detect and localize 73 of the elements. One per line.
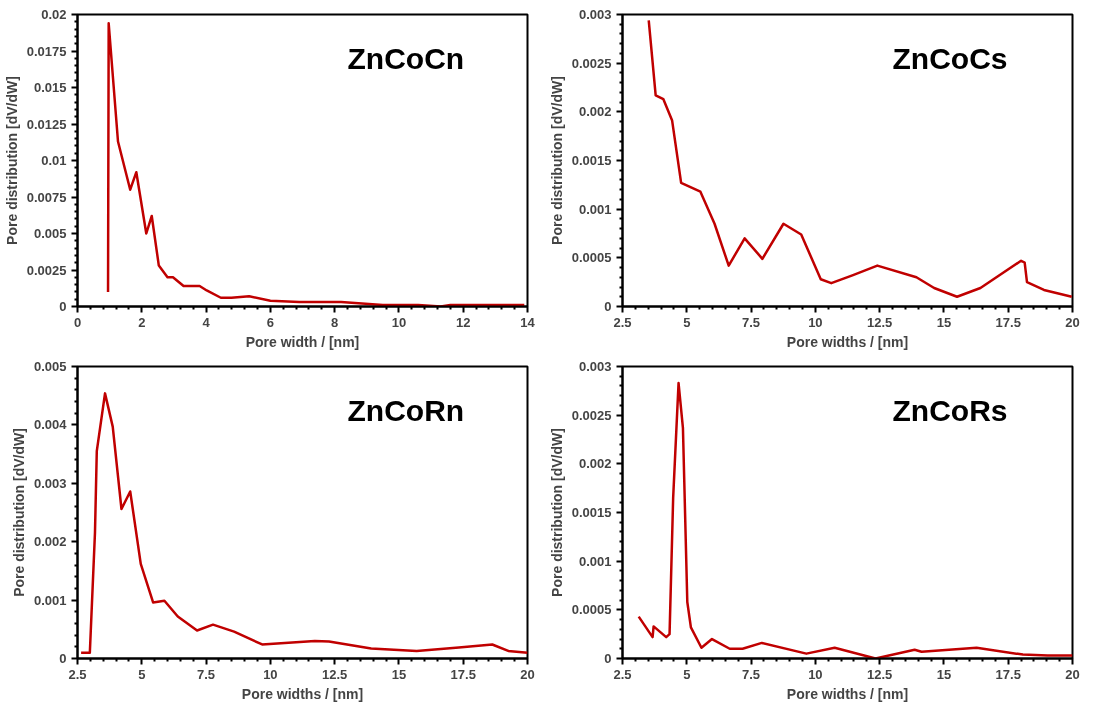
x-tick-label: 2.5 bbox=[613, 314, 632, 330]
y-tick-label: 0.005 bbox=[33, 226, 67, 241]
y-tick-label: 0.001 bbox=[33, 592, 67, 608]
y-axis-title: Pore distribution [dV/dW] bbox=[548, 76, 565, 245]
y-tick-label: 0.003 bbox=[578, 7, 612, 22]
y-tick-label: 0.0125 bbox=[26, 116, 67, 132]
y-tick-label: 0.02 bbox=[41, 7, 67, 22]
y-tick-label: 0.005 bbox=[33, 359, 67, 374]
y-tick-label: 0.0025 bbox=[571, 407, 612, 423]
x-tick-label: 12.5 bbox=[321, 666, 348, 682]
y-tick-label: 0.001 bbox=[578, 201, 612, 217]
annotation: ZnCoCs bbox=[892, 41, 1008, 75]
y-tick-label: 0.0025 bbox=[571, 55, 612, 71]
x-tick-label: 15 bbox=[936, 666, 952, 682]
x-tick-label: 7.5 bbox=[197, 666, 216, 682]
y-tick-label: 0.002 bbox=[578, 104, 612, 120]
x-tick-label: 7.5 bbox=[742, 314, 761, 330]
x-tick-label: 10 bbox=[263, 666, 278, 682]
x-tick-label: 20 bbox=[520, 666, 535, 682]
x-tick-label: 10 bbox=[808, 314, 823, 330]
x-tick-label: 4 bbox=[202, 314, 211, 330]
x-tick-label: 5 bbox=[683, 666, 691, 682]
x-tick-label: 5 bbox=[683, 314, 691, 330]
x-tick-label: 15 bbox=[936, 314, 952, 330]
annotation: ZnCoRs bbox=[892, 393, 1008, 427]
x-tick-label: 7.5 bbox=[742, 666, 761, 682]
x-tick-label: 2.5 bbox=[613, 666, 632, 682]
y-tick-label: 0 bbox=[59, 299, 67, 314]
x-tick-label: 15 bbox=[391, 666, 407, 682]
y-tick-label: 0.004 bbox=[33, 417, 68, 433]
x-tick-label: 6 bbox=[266, 314, 274, 330]
x-axis-title: Pore widths / [nm] bbox=[241, 685, 364, 702]
x-axis-title: Pore widths / [nm] bbox=[786, 685, 909, 702]
y-tick-label: 0.0005 bbox=[571, 250, 612, 266]
x-axis-title: Pore width / [nm] bbox=[245, 333, 360, 350]
x-tick-label: 8 bbox=[331, 314, 339, 330]
x-tick-label: 12.5 bbox=[866, 314, 893, 330]
x-tick-label: 20 bbox=[1065, 314, 1080, 330]
y-tick-label: 0 bbox=[59, 651, 67, 666]
y-tick-label: 0.0015 bbox=[571, 505, 612, 520]
x-tick-label: 10 bbox=[391, 314, 407, 330]
y-tick-label: 0 bbox=[604, 299, 612, 314]
x-tick-label: 17.5 bbox=[995, 314, 1021, 330]
x-tick-label: 0 bbox=[73, 314, 82, 330]
x-tick-label: 2.5 bbox=[68, 666, 87, 682]
y-tick-label: 0.0175 bbox=[26, 43, 67, 59]
y-tick-label: 0.003 bbox=[578, 359, 612, 374]
y-axis-title: Pore distribution [dV/dW] bbox=[548, 428, 565, 597]
y-tick-label: 0.003 bbox=[33, 475, 67, 491]
y-tick-label: 0.0005 bbox=[571, 602, 612, 618]
y-tick-label: 0.0015 bbox=[571, 153, 612, 168]
x-tick-label: 17.5 bbox=[450, 666, 476, 682]
y-tick-label: 0.0025 bbox=[26, 262, 67, 278]
x-tick-label: 10 bbox=[808, 666, 823, 682]
y-axis-title: Pore distribution [dV/dW] bbox=[10, 428, 27, 597]
y-axis-title: Pore distribution [dV/dW] bbox=[3, 76, 20, 245]
x-axis-title: Pore widths / [nm] bbox=[786, 333, 909, 350]
x-tick-label: 14 bbox=[520, 314, 536, 330]
x-tick-label: 5 bbox=[138, 666, 146, 682]
x-tick-label: 12.5 bbox=[866, 666, 893, 682]
y-tick-label: 0.001 bbox=[578, 553, 612, 569]
y-tick-label: 0.015 bbox=[33, 80, 67, 95]
y-tick-label: 0.002 bbox=[33, 534, 67, 550]
y-tick-label: 0.01 bbox=[41, 153, 67, 168]
annotation: ZnCoRn bbox=[347, 393, 465, 427]
x-tick-label: 2 bbox=[138, 314, 146, 330]
y-tick-label: 0.002 bbox=[578, 456, 612, 472]
y-tick-label: 0.0075 bbox=[26, 189, 67, 205]
y-tick-label: 0 bbox=[604, 651, 612, 666]
x-tick-label: 20 bbox=[1065, 666, 1080, 682]
x-tick-label: 12 bbox=[455, 314, 471, 330]
annotation: ZnCoCn bbox=[347, 41, 465, 75]
x-tick-label: 17.5 bbox=[995, 666, 1021, 682]
